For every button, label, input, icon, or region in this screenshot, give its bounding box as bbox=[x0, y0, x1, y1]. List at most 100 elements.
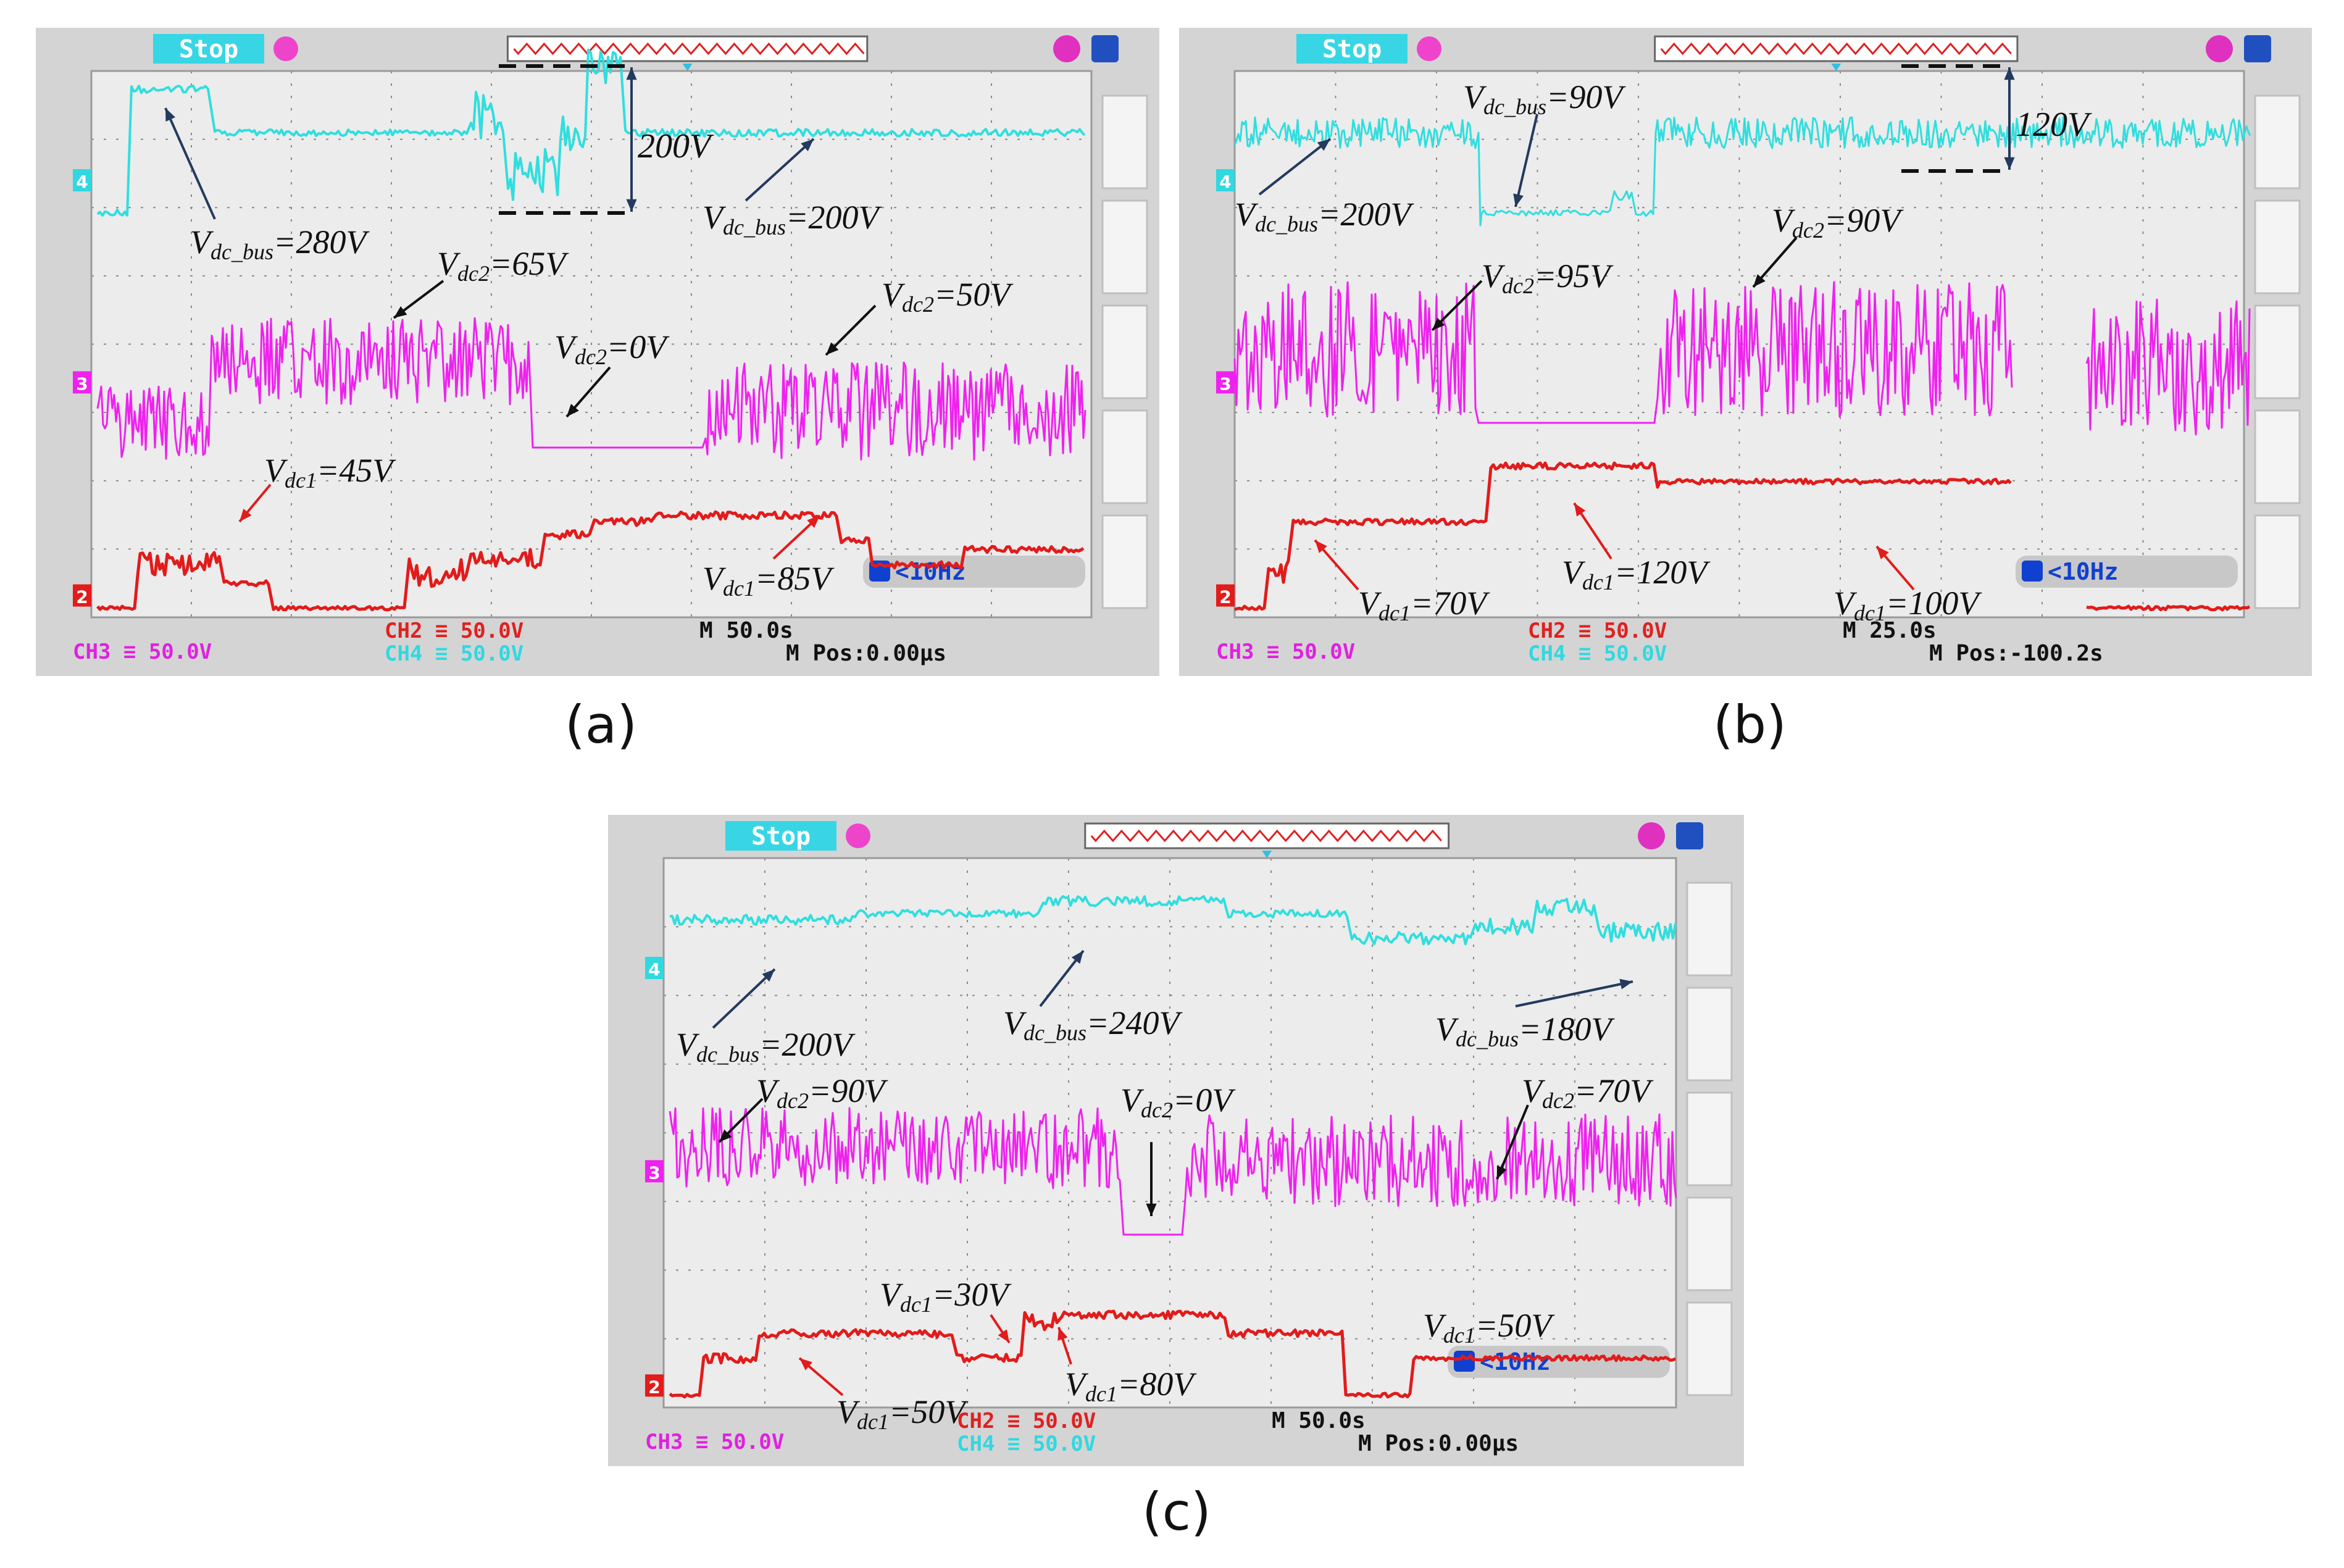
caption-c: (c) bbox=[1142, 1482, 1211, 1542]
oscilloscope-panel-c: Stop CH3 ≡ 50.0V CH2 ≡ 50.0V CH4 ≡ 50.0V M 5… bbox=[608, 815, 1744, 1466]
ch2-marker bbox=[645, 1374, 664, 1397]
trigger-position-marker bbox=[1262, 851, 1272, 858]
arrow-vdc2-70-head bbox=[1496, 1166, 1507, 1179]
arrow-vdc1-120-head bbox=[1574, 503, 1586, 517]
display-border bbox=[90, 70, 1093, 619]
annotation-vdc2-0: Vdc2=0V bbox=[554, 328, 670, 369]
annotation-vdc2-65: Vdc2=65V bbox=[437, 245, 569, 286]
pointer-icon bbox=[273, 36, 298, 61]
trigger-position-marker bbox=[682, 64, 693, 71]
arrow-vdc1-70-head bbox=[1315, 540, 1327, 553]
annotation-vdc2-90: Vdc2=90V bbox=[1772, 202, 1904, 243]
ch3-scale-label: CH3 ≡ 50.0V bbox=[645, 1430, 784, 1454]
timebase-label: M 50.0s bbox=[699, 618, 793, 643]
display-border bbox=[662, 857, 1677, 1409]
delta-label: 200V bbox=[638, 127, 714, 165]
frequency-text: <10Hz bbox=[1480, 1348, 1550, 1375]
save-icon bbox=[1638, 822, 1665, 849]
frequency-text: <10Hz bbox=[895, 558, 966, 585]
arrow-vdcbus-280-head bbox=[165, 108, 176, 122]
trace-vdc-bus bbox=[669, 895, 1677, 946]
side-menu-tab bbox=[1101, 409, 1148, 504]
ch2-marker-text: 2 bbox=[1219, 587, 1231, 607]
side-menu-tab bbox=[1101, 94, 1148, 190]
delta-arrow-up-head bbox=[2004, 67, 2015, 80]
annotation-vdc2-50: Vdc2=50V bbox=[882, 276, 1014, 317]
mpos-label: M Pos:0.00μs bbox=[1358, 1431, 1519, 1456]
save-icon bbox=[2206, 35, 2233, 62]
side-menu-tab bbox=[1101, 514, 1148, 609]
arrow-vdcbus-200-head bbox=[801, 139, 814, 151]
annotation-vdc1-50-left: Vdc1=50V bbox=[836, 1393, 969, 1434]
side-menu-tab bbox=[1686, 986, 1733, 1082]
arrow-vdcbus-200 bbox=[744, 138, 815, 202]
annotation-vdc1-30: Vdc1=30V bbox=[880, 1276, 1012, 1317]
arrow-vdcbus-200 bbox=[1258, 138, 1332, 196]
annotation-vdcbus-200: Vdc_bus=200V bbox=[676, 1026, 856, 1067]
annotation-vdc2-90: Vdc2=90V bbox=[756, 1072, 888, 1113]
printer-icon bbox=[1676, 822, 1703, 849]
stop-status-text: Stop bbox=[179, 35, 238, 64]
ch4-marker bbox=[73, 169, 91, 191]
side-menu-tab bbox=[1686, 1196, 1733, 1291]
arrow-vdcbus-180 bbox=[1515, 980, 1633, 1007]
arrow-vdc2-0-head bbox=[1146, 1203, 1157, 1216]
trace-vdc1-tail bbox=[2086, 604, 2251, 612]
arrow-vdc1-45-head bbox=[240, 508, 252, 522]
ch2-marker-text: 2 bbox=[76, 587, 88, 607]
trace-vdc1 bbox=[96, 510, 1085, 612]
ch3-marker-text: 3 bbox=[1219, 373, 1231, 394]
ch4-marker-text: 4 bbox=[1219, 172, 1231, 192]
trace-vdc2 bbox=[96, 317, 1086, 461]
traces-c: Vdc_bus=200V Vdc_bus=240V Vdc_bus=180V Vdc2… bbox=[669, 895, 1677, 1434]
ch3-scale-label: CH3 ≡ 50.0V bbox=[73, 640, 212, 664]
save-icon bbox=[1053, 35, 1080, 62]
frequency-icon bbox=[2022, 561, 2043, 582]
timebase-label: M 50.0s bbox=[1272, 1408, 1366, 1433]
arrow-vdcbus-90-head bbox=[1513, 193, 1524, 207]
stop-status-text: Stop bbox=[1322, 35, 1382, 64]
annotation-vdcbus-200: Vdc_bus=200V bbox=[703, 199, 882, 240]
arrow-vdc1-30-head bbox=[998, 1329, 1009, 1343]
ch4-marker bbox=[1216, 169, 1235, 191]
annotation-vdcbus-240: Vdc_bus=240V bbox=[1003, 1004, 1183, 1045]
stop-status-box bbox=[1296, 34, 1408, 64]
ch3-marker-text: 3 bbox=[76, 373, 88, 394]
trace-vdc2-tail bbox=[2085, 298, 2251, 436]
arrow-vdcbus-180-head bbox=[1619, 978, 1633, 990]
annotation-vdc2-95: Vdc2=95V bbox=[1482, 257, 1614, 298]
trace-vdc-bus bbox=[96, 48, 1086, 217]
stop-status-box bbox=[153, 34, 264, 64]
side-menu-tab bbox=[1101, 199, 1148, 294]
arrow-vdc2-90-head bbox=[1753, 274, 1766, 287]
memory-bar bbox=[1084, 822, 1450, 849]
ch3-marker-text: 3 bbox=[648, 1162, 660, 1183]
trace-vdc1 bbox=[669, 1309, 1676, 1399]
annotation-vdc2-70: Vdc2=70V bbox=[1522, 1072, 1654, 1113]
arrow-vdcbus-240-head bbox=[1071, 951, 1083, 964]
memory-waveform bbox=[1660, 42, 2012, 56]
delta-label: 120V bbox=[2016, 106, 2092, 144]
ch2-marker bbox=[1216, 584, 1235, 607]
pointer-icon bbox=[846, 824, 870, 848]
annotation-vdcbus-180: Vdc_bus=180V bbox=[1435, 1011, 1615, 1051]
side-menu-tab bbox=[2254, 514, 2301, 609]
memory-waveform bbox=[513, 42, 865, 56]
side-menu-tab bbox=[1686, 1301, 1733, 1396]
side-menu-tab bbox=[2254, 409, 2301, 504]
frequency-icon bbox=[1454, 1351, 1475, 1372]
ch4-scale-label: CH4 ≡ 50.0V bbox=[1528, 641, 1667, 666]
caption-a: (a) bbox=[565, 694, 638, 755]
frequency-badge bbox=[1448, 1346, 1670, 1378]
ch4-scale-label: CH4 ≡ 50.0V bbox=[385, 641, 523, 666]
trace-vdc2 bbox=[1233, 281, 2013, 424]
arrow-vdc2-70 bbox=[1496, 1104, 1529, 1180]
trace-vdc2 bbox=[669, 1107, 1677, 1236]
memory-waveform bbox=[1090, 829, 1442, 843]
memory-bar bbox=[1654, 35, 2019, 62]
caption-b: (b) bbox=[1713, 694, 1787, 755]
arrow-vdcbus-280 bbox=[164, 107, 216, 220]
